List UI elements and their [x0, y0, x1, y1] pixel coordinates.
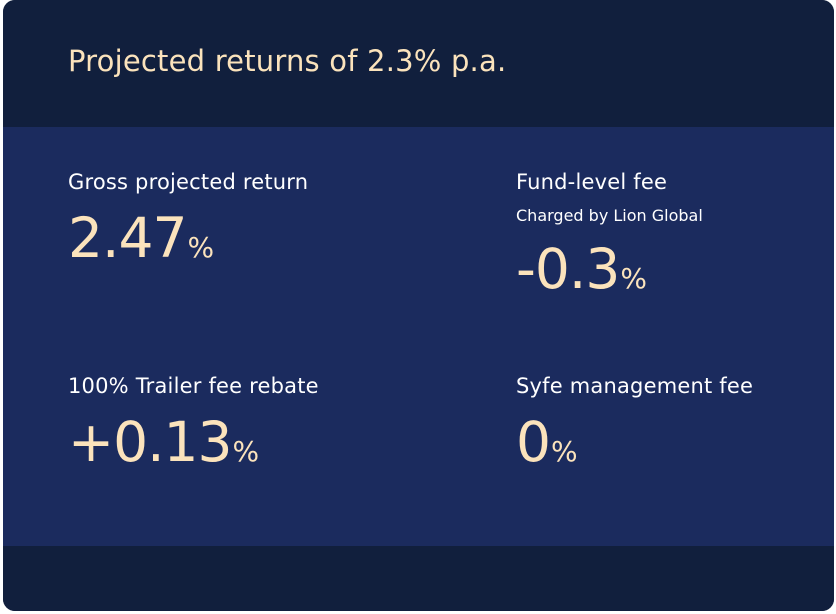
metric-trailer-fee-rebate: 100% Trailer fee rebate +0.13%: [68, 374, 319, 470]
card-body: [3, 127, 834, 546]
metric-number: +0.13: [68, 410, 233, 474]
metric-unit: %: [620, 262, 647, 295]
metric-unit: %: [187, 231, 215, 264]
metric-fund-level-fee: Fund-level fee Charged by Lion Global -0…: [516, 170, 703, 297]
metric-number: -0.3: [516, 237, 620, 301]
metric-value: 0%: [516, 415, 753, 470]
card-title: Projected returns of 2.3% p.a.: [68, 44, 507, 78]
metric-number: 0: [516, 410, 551, 474]
metric-value: -0.3%: [516, 242, 703, 297]
metric-label: Fund-level fee: [516, 170, 668, 194]
metric-unit: %: [232, 435, 260, 468]
metric-label: 100% Trailer fee rebate: [68, 374, 319, 398]
card-header: Projected returns of 2.3% p.a.: [3, 0, 834, 127]
metric-sublabel: Charged by Lion Global: [516, 206, 703, 225]
card-footer: [3, 546, 834, 611]
projected-returns-card: Projected returns of 2.3% p.a. Gross pro…: [3, 0, 834, 611]
metric-label: Gross projected return: [68, 170, 309, 194]
metric-unit: %: [551, 435, 578, 468]
metric-value: 2.47%: [68, 211, 308, 266]
metric-gross-projected-return: Gross projected return 2.47%: [68, 170, 308, 266]
metric-number: 2.47: [68, 206, 187, 270]
metric-value: +0.13%: [68, 415, 319, 470]
metric-label: Syfe management fee: [516, 374, 754, 398]
metric-syfe-management-fee: Syfe management fee 0%: [516, 374, 753, 470]
